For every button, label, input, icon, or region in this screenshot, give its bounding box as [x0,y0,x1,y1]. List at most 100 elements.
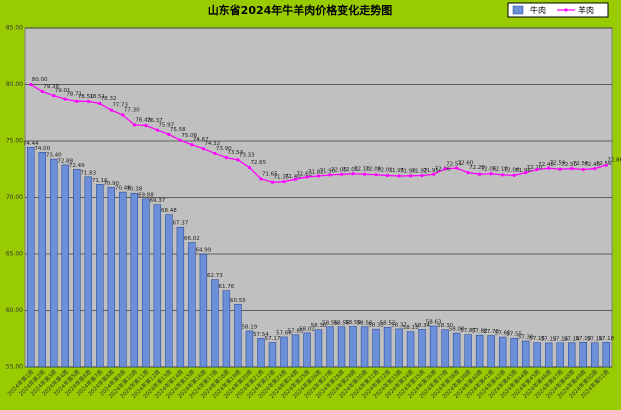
line-point [201,147,206,151]
bar [326,326,334,368]
line-point [466,171,470,175]
line-value-label: 78.51 [89,94,105,100]
bar [303,332,311,368]
line-point [178,138,182,142]
line-value-label: 79.01 [55,88,71,94]
line-value-label: 72.59 [550,161,566,167]
line-point [374,173,378,177]
line-value-label: 72.56 [596,161,612,167]
bar-value-label: 58.35 [368,323,384,329]
line-point [109,108,113,112]
line-value-label: 76.37 [147,118,163,124]
bar-value-label: 66.02 [184,236,200,242]
y-tick-label: 60.00 [6,307,23,314]
bar-value-label: 73.40 [46,153,62,159]
line-point [478,172,482,176]
line-point [547,166,551,170]
line-point [489,172,493,176]
bar [107,187,116,368]
bar [96,184,104,368]
bar-value-label: 70.48 [115,186,131,192]
bar-value-label: 62.73 [207,273,223,279]
line-point [443,167,447,171]
line-value-label: 77.73 [112,103,128,109]
bar [441,329,449,368]
bar [395,328,403,368]
bar-value-label: 58.63 [426,319,442,325]
bar-value-label: 57.17 [265,336,281,342]
line-value-label: 72.06 [481,167,497,173]
line-value-label: 71.95 [389,168,405,174]
bar-value-label: 60.55 [230,298,246,304]
bar [257,338,265,368]
line-point [40,89,44,94]
bar [222,290,231,368]
line-point [236,158,240,162]
bar [188,242,196,368]
bar [349,326,357,368]
y-tick-label: 80.00 [6,81,23,88]
bar-value-label: 58.02 [299,326,315,332]
bar-value-label: 58.56 [334,320,350,326]
bar [176,226,185,368]
bar [360,326,369,368]
line-value-label: 71.95 [423,168,439,174]
line-point [328,173,332,177]
line-value-label: 72.10 [354,166,370,172]
line-value-label: 72.00 [504,167,520,173]
bar [199,253,208,368]
line-point [316,174,321,178]
y-tick-label: 85.00 [6,25,23,32]
line-value-label: 72.01 [377,167,393,173]
bar-value-label: 57.14 [587,336,603,342]
line-value-label: 71.40 [285,174,301,180]
line-value-label: 71.90 [400,169,416,175]
line-point [604,163,608,167]
line-value-label: 78.51 [78,94,94,100]
bar [429,325,438,368]
line-value-label: 75.06 [181,133,197,139]
line-point [408,174,413,178]
bar-value-label: 58.30 [437,323,453,329]
bar [153,204,162,368]
line-point [305,175,309,179]
bar [591,342,599,368]
bar-value-label: 74.00 [34,146,50,152]
legend-swatch [564,8,568,12]
bar [38,152,46,368]
line-value-label: 71.65 [262,171,278,177]
bar-value-label: 70.90 [103,181,119,187]
bar-value-label: 57.65 [495,331,511,337]
bar-value-label: 64.99 [196,248,212,254]
bar-value-label: 57.14 [552,336,568,342]
line-value-label: 76.43 [135,117,151,123]
line-point [190,143,194,147]
bar [498,336,507,368]
line-point [86,99,90,103]
bar [556,342,564,368]
y-tick-label: 55.00 [6,364,23,371]
line-point [339,172,344,176]
bar [475,334,484,368]
line-value-label: 72.54 [446,161,462,167]
line-point [132,123,136,127]
line-value-label: 72.60 [458,161,474,167]
bar [73,169,81,368]
bar-value-label: 57.14 [564,336,580,342]
line-point [362,172,367,176]
line-point [224,156,229,160]
line-value-label: 77.30 [124,108,140,114]
line-point [259,177,263,181]
bar [372,328,380,368]
bar-value-label: 58.19 [242,324,258,330]
bar [452,332,461,368]
bar [533,342,541,368]
legend-label: 羊肉 [578,5,594,15]
bar [544,342,553,368]
line-point [29,82,33,87]
line-value-label: 72.65 [250,160,266,166]
bar-value-label: 57.13 [541,336,557,342]
bar-value-label: 57.19 [575,336,591,342]
